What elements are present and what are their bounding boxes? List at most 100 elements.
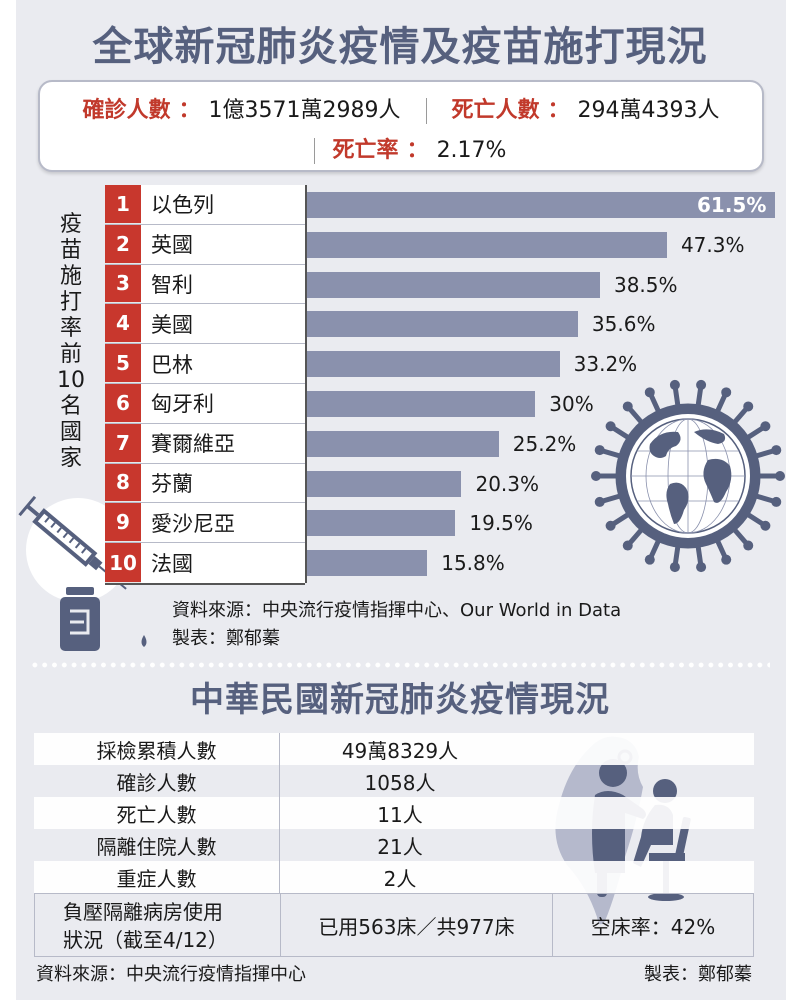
negative-pressure-row: 負壓隔離病房使用 狀況（截至4/12） 已用563床／共977床 空床率：42% [34,893,754,957]
rank-row: 5 巴林 [105,344,305,384]
bar-value-label: 19.5% [469,511,533,536]
country-name: 智利 [151,272,193,297]
country-name: 賽爾維亞 [151,432,235,457]
stats-line-2: 死亡率 ： 2.17% [40,132,762,164]
bar-value-label: 20.3% [475,471,540,496]
rank-row: 7 賽爾維亞 [105,423,305,464]
rank-row: 2 英國 [105,224,305,265]
bar [307,470,462,497]
row-value: 2人 [383,866,417,891]
beds-used: 已用563床／共977床 [281,894,553,956]
table-row: 重症人數 2人 [34,861,754,893]
negative-pressure-label: 負壓隔離病房使用 狀況（截至4/12） [35,894,281,956]
row-label: 確診人數 [34,765,280,797]
vlabel-char: 前 [59,342,82,367]
divider [313,138,315,164]
global-stats-box: 確診人數： 1億3571萬2989人 死亡人數： 294萬4393人 死亡率： 2.1… [38,80,764,172]
vlabel-char: 名 [59,394,82,419]
row-label: 死亡人數 [34,797,280,829]
empty-bed-rate: 空床率：42% [590,914,716,939]
rank-badge: 4 [105,304,141,344]
confirmed-label: 確診人數 [82,98,171,123]
virus-globe-icon [591,379,785,573]
mortality-value: 2.17% [436,138,507,163]
country-name: 美國 [151,312,193,337]
country-rank-table: 1 以色列 2 英國 3 智利 4 美國 5 巴林 6 匈牙利 7 賽爾維亞 8 芬蘭 9 愛沙尼… [105,185,305,585]
chart-credit: 製表：鄭郁蓁 [172,628,280,649]
country-name: 愛沙尼亞 [151,511,235,536]
rank-badge: 2 [105,224,141,264]
bar-value-label: 25.2% [512,431,577,456]
country-name: 英國 [151,233,193,258]
vlabel-char: 國 [59,420,82,445]
colon: ： [178,98,201,123]
label-line-2: 狀況（截至4/12） [63,928,228,952]
row-label: 採檢累積人數 [34,733,280,765]
divider [425,98,427,124]
rank-row: 9 愛沙尼亞 [105,503,305,544]
bar [307,510,456,537]
taiwan-section-title: 中華民國新冠肺炎疫情現況 [190,680,610,720]
row-value: 49萬8329人 [341,738,459,763]
vlabel-char: 10 [57,368,85,393]
country-name: 匈牙利 [151,392,214,417]
taiwan-stats-table: 採檢累積人數 49萬8329人 確診人數 1058人 死亡人數 11人 隔離住院人數 2… [34,733,754,957]
vlabel-char: 率 [59,316,82,341]
table-source: 資料來源：中央流行疫情指揮中心 [36,964,306,985]
rank-badge: 9 [105,503,141,543]
rank-row: 8 芬蘭 [105,463,305,504]
bar-value-label: 38.5% [613,272,678,297]
rank-badge: 6 [105,383,141,423]
label-line-1: 負壓隔離病房使用 [63,900,223,924]
bar [307,430,499,457]
bar-value-label: 61.5% [697,193,767,217]
vlabel-char: 疫 [59,212,82,237]
rank-badge: 3 [105,264,141,304]
table-credit: 製表：鄭郁蓁 [644,964,752,985]
bar [307,351,560,378]
country-name: 巴林 [151,352,193,377]
bar [307,231,667,258]
table-row: 確診人數 1058人 [34,765,754,797]
colon: ： [406,138,429,163]
colon: ： [547,98,570,123]
row-value: 1058人 [364,770,436,795]
bar [307,192,775,218]
bar-value-label: 47.3% [680,232,745,257]
rank-row: 4 美國 [105,304,305,345]
page-title: 全球新冠肺炎疫情及疫苗施打現況 [92,24,708,70]
table-row: 採檢累積人數 49萬8329人 [34,733,754,765]
dotted-divider [30,662,770,668]
row-label: 重症人數 [34,861,280,893]
vlabel-char: 施 [59,264,82,289]
country-name: 芬蘭 [151,471,193,496]
bar-value-label: 15.8% [441,551,505,576]
rank-badge: 7 [105,423,141,463]
rank-badge: 10 [105,543,141,583]
syringe-icon [18,495,147,651]
table-row: 隔離住院人數 21人 [34,829,754,861]
country-name: 以色列 [151,193,214,218]
bar-value-label: 30% [549,392,594,416]
table-row: 死亡人數 11人 [34,797,754,829]
chart-source: 資料來源：中央流行疫情指揮中心、Our World in Data [172,600,622,621]
bar [307,550,428,577]
deaths-label: 死亡人數 [451,98,540,123]
bar [307,271,600,298]
bar [307,391,536,417]
stats-line-1: 確診人數 ： 1億3571萬2989人 死亡人數 ： 294萬4393人 [40,92,762,124]
deaths-value: 294萬4393人 [577,98,720,123]
bar-value-label: 35.6% [591,312,656,337]
confirmed-value: 1億3571萬2989人 [208,98,401,123]
rank-row: 10 法國 [105,543,305,583]
vlabel-char: 打 [59,290,82,315]
mortality-label: 死亡率 [332,138,399,163]
row-value: 21人 [377,834,423,859]
row-value: 11人 [377,802,423,827]
chart-axis-line [305,185,307,583]
vlabel-char: 苗 [59,238,82,263]
row-label: 隔離住院人數 [34,829,280,861]
rank-row: 3 智利 [105,264,305,305]
chart-vertical-label: 疫 苗 施 打 率 前 10 名 國 家 [56,212,86,472]
rank-badge: 1 [105,185,141,224]
